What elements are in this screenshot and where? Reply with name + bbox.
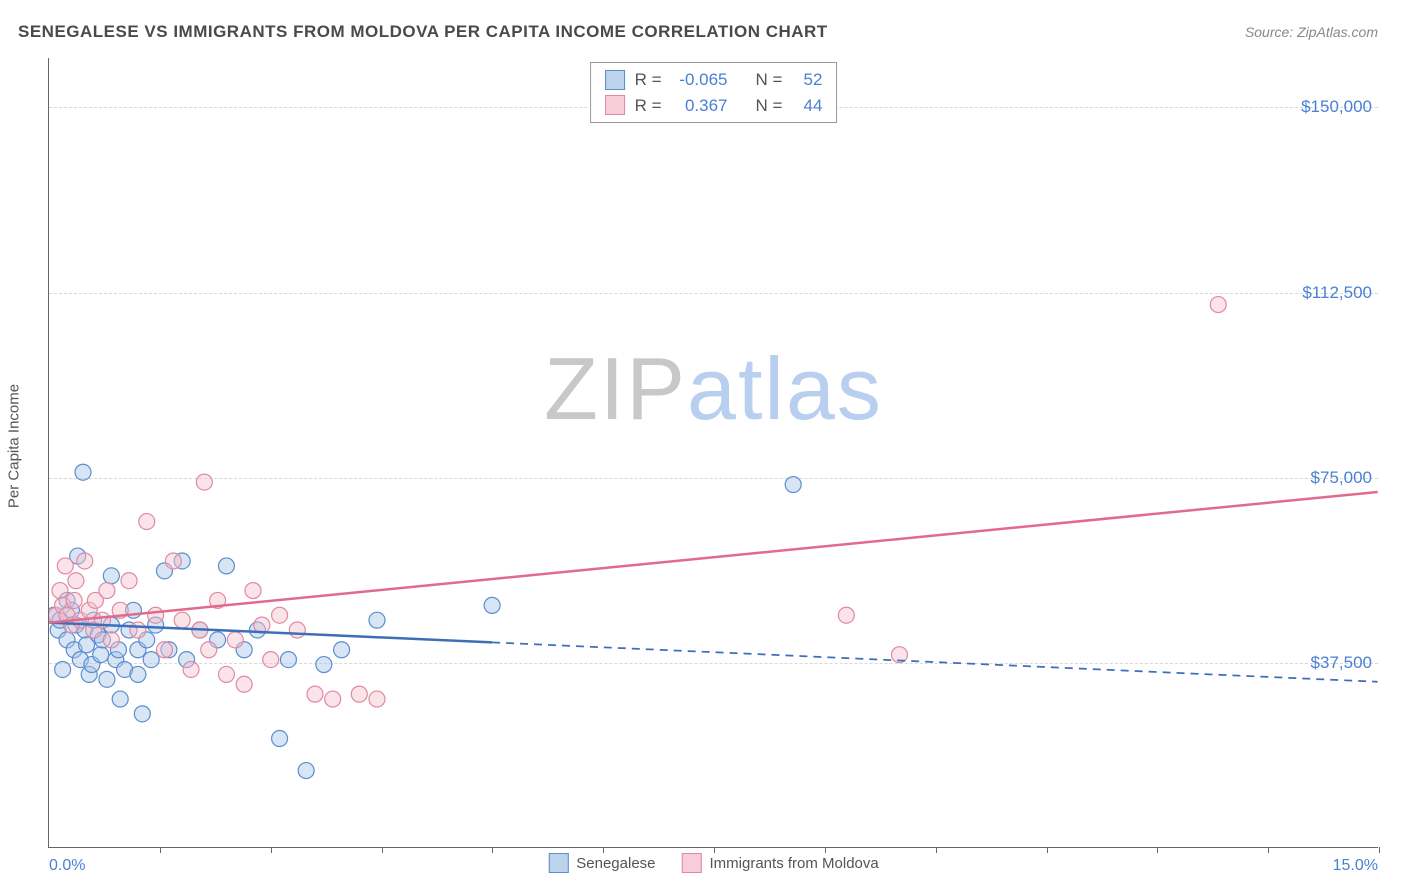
data-point-senegalese bbox=[298, 763, 314, 779]
data-point-senegalese bbox=[484, 597, 500, 613]
legend-series-item-1: Immigrants from Moldova bbox=[682, 853, 879, 873]
legend-series-label-1: Immigrants from Moldova bbox=[710, 855, 879, 872]
data-point-immigrants-from-moldova bbox=[236, 676, 252, 692]
data-point-immigrants-from-moldova bbox=[1210, 297, 1226, 313]
data-point-immigrants-from-moldova bbox=[156, 642, 172, 658]
data-point-immigrants-from-moldova bbox=[57, 558, 73, 574]
chart-title: SENEGALESE VS IMMIGRANTS FROM MOLDOVA PE… bbox=[18, 22, 828, 42]
data-point-immigrants-from-moldova bbox=[130, 622, 146, 638]
data-point-senegalese bbox=[75, 464, 91, 480]
data-point-immigrants-from-moldova bbox=[325, 691, 341, 707]
data-point-immigrants-from-moldova bbox=[218, 666, 234, 682]
plot-svg bbox=[49, 58, 1378, 847]
x-tick bbox=[271, 847, 272, 853]
x-tick bbox=[382, 847, 383, 853]
data-point-immigrants-from-moldova bbox=[369, 691, 385, 707]
data-point-immigrants-from-moldova bbox=[838, 607, 854, 623]
x-tick bbox=[160, 847, 161, 853]
legend-correlation: R = -0.065 N = 52 R = 0.367 N = 44 bbox=[590, 62, 838, 123]
data-point-immigrants-from-moldova bbox=[68, 573, 84, 589]
r-label: R = bbox=[635, 67, 662, 93]
data-point-immigrants-from-moldova bbox=[174, 612, 190, 628]
data-point-senegalese bbox=[93, 647, 109, 663]
x-axis-max-label: 15.0% bbox=[1333, 857, 1378, 875]
x-tick bbox=[1379, 847, 1380, 853]
y-axis-label: Per Capita Income bbox=[6, 384, 23, 508]
trendline-immigrants-from-moldova bbox=[49, 492, 1377, 623]
data-point-senegalese bbox=[112, 691, 128, 707]
data-point-immigrants-from-moldova bbox=[201, 642, 217, 658]
data-point-immigrants-from-moldova bbox=[183, 661, 199, 677]
data-point-senegalese bbox=[99, 671, 115, 687]
legend-swatch-1 bbox=[605, 95, 625, 115]
data-point-immigrants-from-moldova bbox=[77, 553, 93, 569]
data-point-immigrants-from-moldova bbox=[165, 553, 181, 569]
data-point-immigrants-from-moldova bbox=[227, 632, 243, 648]
legend-series-label-0: Senegalese bbox=[576, 855, 655, 872]
data-point-senegalese bbox=[143, 652, 159, 668]
data-point-senegalese bbox=[218, 558, 234, 574]
data-point-senegalese bbox=[316, 657, 332, 673]
data-point-senegalese bbox=[369, 612, 385, 628]
data-point-immigrants-from-moldova bbox=[103, 632, 119, 648]
source-attribution: Source: ZipAtlas.com bbox=[1245, 24, 1378, 40]
n-label: N = bbox=[756, 93, 783, 119]
source-value: ZipAtlas.com bbox=[1297, 24, 1378, 40]
n-value-1: 44 bbox=[792, 93, 822, 119]
data-point-senegalese bbox=[280, 652, 296, 668]
data-point-immigrants-from-moldova bbox=[351, 686, 367, 702]
data-point-immigrants-from-moldova bbox=[52, 583, 68, 599]
r-value-0: -0.065 bbox=[672, 67, 728, 93]
data-point-immigrants-from-moldova bbox=[139, 514, 155, 530]
x-tick bbox=[1157, 847, 1158, 853]
data-point-senegalese bbox=[785, 477, 801, 493]
n-label: N = bbox=[756, 67, 783, 93]
n-value-0: 52 bbox=[792, 67, 822, 93]
data-point-immigrants-from-moldova bbox=[121, 573, 137, 589]
data-point-immigrants-from-moldova bbox=[196, 474, 212, 490]
data-point-immigrants-from-moldova bbox=[148, 607, 164, 623]
legend-series-swatch-0 bbox=[548, 853, 568, 873]
r-value-1: 0.367 bbox=[672, 93, 728, 119]
legend-series-item-0: Senegalese bbox=[548, 853, 655, 873]
x-tick bbox=[1268, 847, 1269, 853]
data-point-immigrants-from-moldova bbox=[99, 583, 115, 599]
data-point-immigrants-from-moldova bbox=[66, 592, 82, 608]
data-point-immigrants-from-moldova bbox=[263, 652, 279, 668]
data-point-senegalese bbox=[334, 642, 350, 658]
trendline-dashed-senegalese bbox=[492, 642, 1378, 681]
data-point-immigrants-from-moldova bbox=[272, 607, 288, 623]
source-label: Source: bbox=[1245, 24, 1293, 40]
data-point-senegalese bbox=[134, 706, 150, 722]
x-tick bbox=[936, 847, 937, 853]
x-tick bbox=[492, 847, 493, 853]
legend-series-swatch-1 bbox=[682, 853, 702, 873]
x-tick bbox=[1047, 847, 1048, 853]
data-point-immigrants-from-moldova bbox=[245, 583, 261, 599]
legend-swatch-0 bbox=[605, 70, 625, 90]
data-point-senegalese bbox=[55, 661, 71, 677]
r-label: R = bbox=[635, 93, 662, 119]
chart-plot-area: ZIPatlas $37,500$75,000$112,500$150,000 … bbox=[48, 58, 1378, 848]
data-point-senegalese bbox=[130, 666, 146, 682]
legend-series: Senegalese Immigrants from Moldova bbox=[548, 853, 878, 873]
data-point-senegalese bbox=[103, 568, 119, 584]
legend-row-0: R = -0.065 N = 52 bbox=[605, 67, 823, 93]
data-point-senegalese bbox=[272, 731, 288, 747]
legend-row-1: R = 0.367 N = 44 bbox=[605, 93, 823, 119]
data-point-immigrants-from-moldova bbox=[307, 686, 323, 702]
x-axis-min-label: 0.0% bbox=[49, 857, 85, 875]
data-point-immigrants-from-moldova bbox=[289, 622, 305, 638]
